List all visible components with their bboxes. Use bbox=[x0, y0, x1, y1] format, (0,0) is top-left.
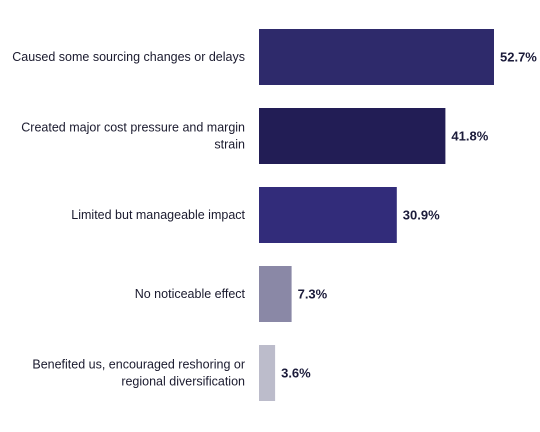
bars-group bbox=[259, 29, 494, 401]
category-label-5-line-2: regional diversification bbox=[121, 375, 245, 389]
value-label-2: 41.8% bbox=[451, 129, 488, 144]
bar-1 bbox=[259, 29, 494, 85]
value-labels-group: 52.7% 41.8% 30.9% 7.3% 3.6% bbox=[281, 50, 537, 381]
category-label-4: No noticeable effect bbox=[135, 287, 246, 301]
value-label-5: 3.6% bbox=[281, 366, 311, 381]
bar-3 bbox=[259, 187, 397, 243]
value-label-1: 52.7% bbox=[500, 50, 537, 65]
category-label-5-line-1: Benefited us, encouraged reshoring or bbox=[32, 358, 245, 372]
category-label-2-line-2: strain bbox=[214, 138, 245, 152]
value-label-4: 7.3% bbox=[298, 287, 328, 302]
bar-5 bbox=[259, 345, 276, 401]
category-label-2-line-1: Created major cost pressure and margin bbox=[21, 121, 245, 135]
category-label-3: Limited but manageable impact bbox=[71, 208, 245, 222]
value-label-3: 30.9% bbox=[403, 208, 440, 223]
category-labels-group: Caused some sourcing changes or delays Cr… bbox=[12, 50, 245, 389]
category-label-1: Caused some sourcing changes or delays bbox=[12, 50, 245, 64]
bar-2 bbox=[259, 108, 446, 164]
bar-4 bbox=[259, 266, 292, 322]
